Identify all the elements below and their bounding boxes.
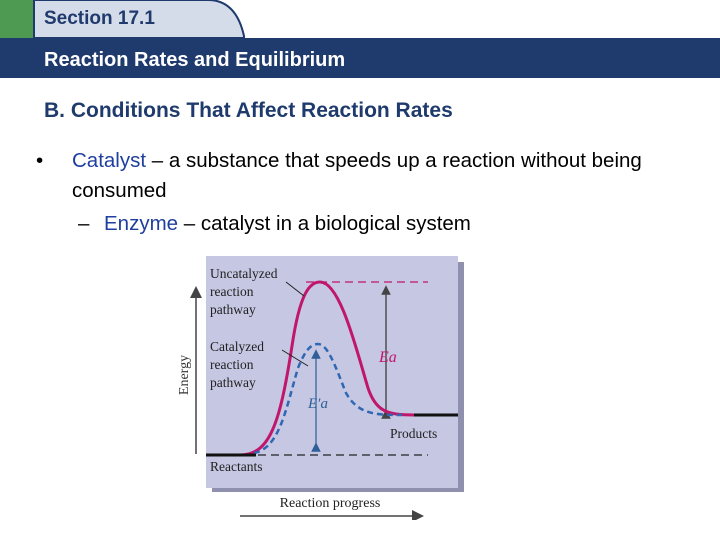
- title-bar: [0, 38, 720, 78]
- catalyzed-leader-line: [281, 349, 309, 367]
- ea-label: Ea: [378, 349, 397, 366]
- slide-header: Section 17.1 Reaction Rates and Equilibr…: [0, 0, 720, 80]
- ea-prime-label: E′a: [307, 396, 328, 412]
- subbullet-text: Enzyme – catalyst in a biological system: [104, 209, 471, 239]
- term-enzyme: Enzyme: [104, 212, 179, 235]
- uncatalyzed-label-line-2: reaction: [210, 284, 254, 299]
- bullet-text: Catalyst – a substance that speeds up a …: [72, 146, 712, 206]
- definition-enzyme: – catalyst in a biological system: [178, 212, 471, 235]
- catalyzed-label-line-3: pathway: [210, 375, 256, 390]
- header-title: Reaction Rates and Equilibrium: [44, 49, 346, 71]
- products-label: Products: [390, 426, 437, 441]
- catalyzed-label-line-2: reaction: [210, 357, 254, 372]
- green-square: [0, 0, 34, 38]
- energy-diagram: Energy Reaction progress Ea E′a Uncataly…: [177, 256, 464, 520]
- bullet-symbol: •: [36, 149, 44, 172]
- header-graphic: [0, 0, 720, 78]
- catalyzed-label-line-1: Catalyzed: [210, 339, 264, 354]
- progress-axis-label: Reaction progress: [280, 496, 381, 511]
- subbullet-symbol: –: [78, 212, 90, 235]
- energy-axis-label: Energy: [177, 355, 192, 395]
- diagram-panel: [206, 256, 458, 488]
- uncatalyzed-label: Uncatalyzed reaction pathway: [210, 266, 278, 317]
- catalyzed-label: Catalyzed reaction pathway: [210, 339, 264, 390]
- section-tab: [33, 0, 245, 39]
- term-catalyst: Catalyst: [72, 149, 147, 172]
- uncatalyzed-curve: [239, 280, 454, 457]
- section-label: Section 17.1: [44, 8, 155, 29]
- uncatalyzed-label-line-1: Uncatalyzed: [210, 266, 278, 281]
- uncatalyzed-label-line-3: pathway: [210, 302, 256, 317]
- uncatalyzed-leader-line: [285, 281, 305, 297]
- definition-catalyst: – a substance that speeds up a reaction …: [72, 149, 642, 202]
- slide-heading: B. Conditions That Affect Reaction Rates: [44, 99, 453, 122]
- catalyzed-curve: [253, 342, 403, 455]
- reactants-label: Reactants: [210, 459, 262, 474]
